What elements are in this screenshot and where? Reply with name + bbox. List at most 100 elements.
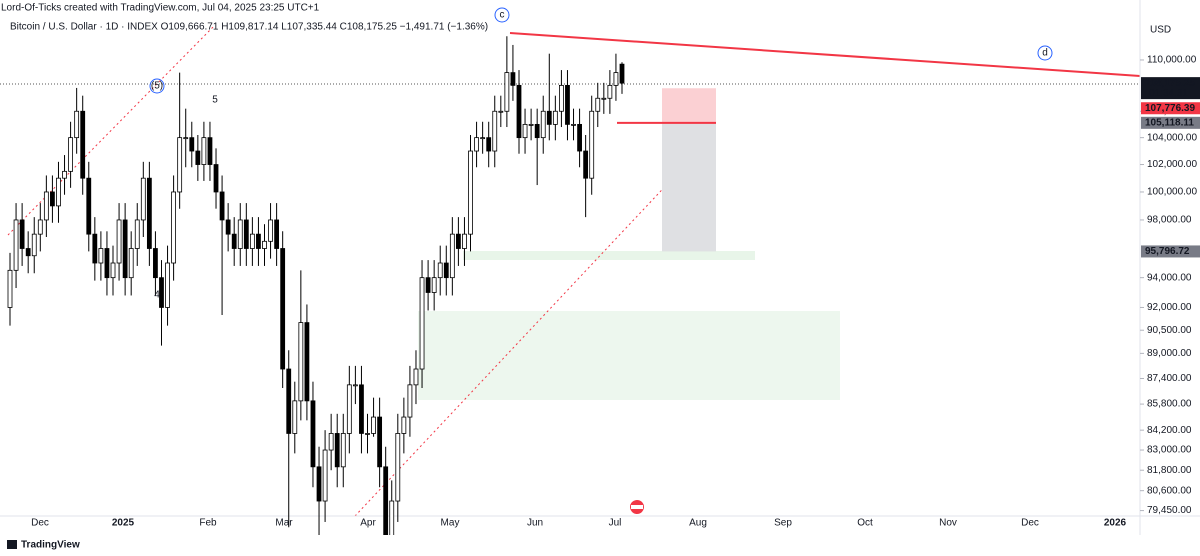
y-tick-label: 89,000.00 <box>1147 348 1192 359</box>
candle-body <box>389 500 395 537</box>
candle-body <box>43 191 49 221</box>
candle-body <box>62 170 67 179</box>
x-tick-label: Jul <box>609 518 622 529</box>
footer <box>0 535 1200 556</box>
candle-body <box>207 137 213 165</box>
candle-body <box>262 240 267 249</box>
candle-body <box>395 433 401 502</box>
candle-body <box>286 368 292 434</box>
y-tick-label: 79,450.00 <box>1147 505 1192 516</box>
candle-body <box>480 137 486 140</box>
brand: TradingView <box>21 540 80 551</box>
wave-circle <box>1037 45 1053 61</box>
candle-body <box>183 137 189 140</box>
x-tick-label: May <box>441 518 460 529</box>
candle-body <box>243 219 249 249</box>
y-tick-label: 94,000.00 <box>1147 272 1192 283</box>
candle-body <box>352 384 358 387</box>
candle-body <box>498 110 504 113</box>
y-tick-label: 100,000.00 <box>1147 187 1197 198</box>
candle-body <box>104 248 110 279</box>
candle-body <box>80 110 86 179</box>
candle-body <box>413 368 419 386</box>
author-line: Lord-Of-Ticks created with TradingView.c… <box>1 3 320 14</box>
candle-body <box>571 123 576 126</box>
candle-body <box>110 262 116 279</box>
candle-body <box>528 123 534 126</box>
y-tick-label: 92,000.00 <box>1147 302 1192 313</box>
demand-zone <box>463 251 755 260</box>
candle-body <box>298 322 304 402</box>
candle-body <box>25 248 31 257</box>
wave-circle <box>149 78 165 94</box>
candle-body <box>371 416 376 434</box>
price-tag <box>1141 116 1200 129</box>
wave-label: d <box>1042 48 1048 59</box>
candle-body <box>504 72 510 112</box>
candle-body <box>474 137 479 152</box>
candle-body <box>443 262 449 279</box>
candle-body <box>522 123 528 139</box>
candle-body <box>249 233 255 249</box>
candle-body <box>365 433 370 435</box>
symbol-line: Bitcoin / U.S. Dollar · 1D · INDEX O109,… <box>10 22 488 33</box>
y-tick-label: 102,000.00 <box>1147 159 1197 170</box>
candle-body <box>86 177 92 235</box>
x-tick-label: Dec <box>31 518 49 529</box>
candle-body <box>510 72 516 86</box>
candle-body <box>455 233 461 249</box>
candle-body <box>280 248 286 370</box>
candle-body <box>237 219 243 249</box>
candle-body <box>134 219 140 249</box>
currency: USD <box>1150 25 1171 36</box>
candle-body <box>359 384 364 434</box>
y-tick-label: 104,000.00 <box>1147 132 1197 143</box>
candle-body <box>401 416 407 434</box>
candle-body <box>153 248 158 279</box>
x-tick-label: Oct <box>857 518 873 529</box>
countdown: 01:34:31 <box>1149 88 1188 99</box>
y-tick-label: 80,600.00 <box>1147 485 1192 496</box>
stop-zone <box>662 88 716 123</box>
candle-body <box>189 137 195 152</box>
x-tick-label: Aug <box>689 518 707 529</box>
x-tick-label: Apr <box>360 518 376 529</box>
candle-body <box>231 233 237 249</box>
event-flag <box>631 505 643 509</box>
candle-body <box>540 110 546 139</box>
candle-body <box>140 177 146 221</box>
y-tick-label: 110,000.00 <box>1147 55 1197 66</box>
price-tag <box>1141 102 1200 115</box>
candle-body <box>552 110 558 125</box>
candle-body <box>419 277 425 370</box>
channel-line <box>7 24 216 236</box>
candle-body <box>292 400 298 434</box>
price-tag-label: 105,118.11 <box>1145 117 1194 128</box>
candle-body <box>13 219 19 271</box>
candle-body <box>7 269 13 308</box>
candle-body <box>213 164 219 193</box>
candle-body <box>116 219 122 264</box>
channel-line <box>354 159 691 517</box>
candle-body <box>534 123 540 139</box>
candle-body <box>377 416 383 468</box>
candle-body <box>328 433 334 451</box>
candle-body <box>492 110 498 152</box>
candle-body <box>304 322 310 402</box>
candle-body <box>195 150 201 165</box>
candle-body <box>310 400 316 468</box>
candle-body <box>437 262 443 279</box>
candle-body <box>449 233 455 279</box>
y-tick-label: 98,000.00 <box>1147 215 1192 226</box>
candle-body <box>431 277 437 293</box>
candle-body <box>613 72 619 86</box>
x-tick-label: Dec <box>1021 518 1039 529</box>
candle-body <box>122 219 128 279</box>
candle-body <box>219 191 225 221</box>
wave-label: 4 <box>154 290 160 301</box>
demand-zone <box>418 311 840 400</box>
candle-body <box>274 219 280 249</box>
candle-body <box>559 84 564 112</box>
